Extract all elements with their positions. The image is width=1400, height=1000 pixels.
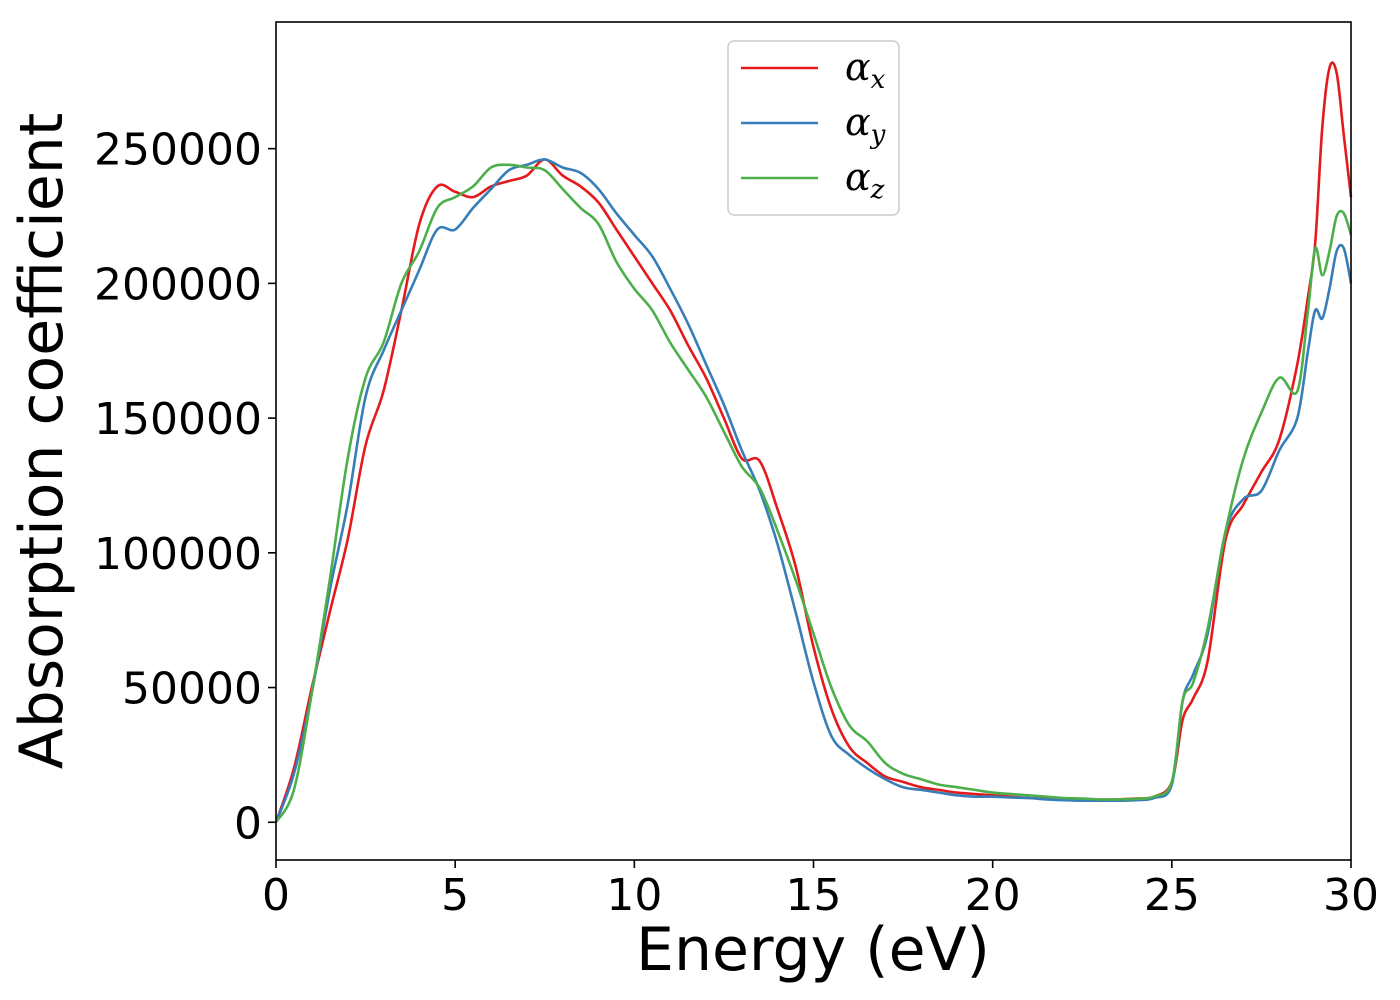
y-tick-label: 0 bbox=[234, 798, 262, 849]
y-axis: 0 50000 100000 150000 200000 250000 bbox=[94, 125, 276, 849]
x-tick-label: 0 bbox=[262, 870, 290, 921]
legend-box bbox=[727, 40, 900, 216]
y-axis-label: Absorption coefficient bbox=[7, 113, 77, 770]
series-lines bbox=[274, 61, 1353, 824]
x-tick-label: 5 bbox=[441, 870, 469, 921]
x-tick-label: 10 bbox=[606, 870, 662, 921]
series-line-z bbox=[274, 163, 1353, 824]
y-tick-label: 100000 bbox=[94, 529, 262, 580]
series-line-y bbox=[274, 158, 1353, 823]
y-tick-label: 50000 bbox=[122, 664, 262, 715]
x-tick-label: 25 bbox=[1144, 870, 1200, 921]
x-axis-label: Energy (eV) bbox=[636, 915, 990, 985]
x-tick-label: 20 bbox=[965, 870, 1021, 921]
y-tick-label: 250000 bbox=[94, 125, 262, 176]
series-line-x bbox=[274, 61, 1353, 823]
y-tick-label: 150000 bbox=[94, 394, 262, 445]
legend-label-y: αy bbox=[845, 100, 886, 150]
x-axis: 0 5 10 15 20 25 30 bbox=[262, 860, 1379, 921]
legend-label-x: αx bbox=[845, 45, 886, 95]
y-tick-label: 200000 bbox=[94, 259, 262, 310]
x-tick-label: 30 bbox=[1323, 870, 1379, 921]
x-tick-label: 15 bbox=[786, 870, 842, 921]
legend-label-z: αz bbox=[845, 155, 885, 205]
